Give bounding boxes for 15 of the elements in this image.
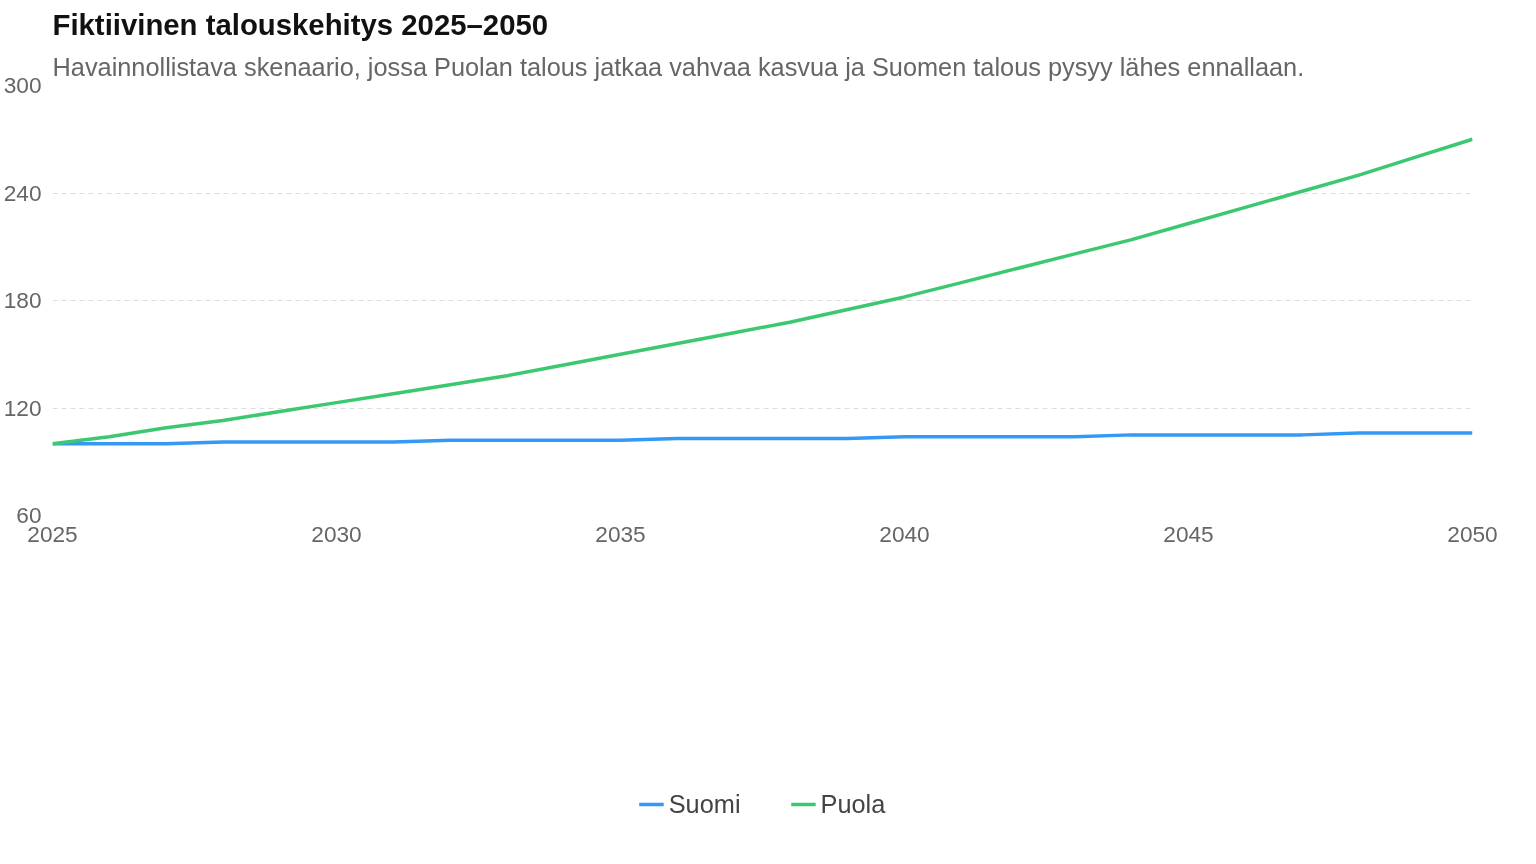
x-tick-label: 2050	[1447, 520, 1498, 547]
y-tick-label: 240	[3, 179, 42, 206]
y-tick-label: 300	[3, 72, 42, 98]
x-tick-label: 2030	[311, 520, 362, 547]
x-tick-label: 2045	[1163, 520, 1214, 547]
legend-label: Puola	[820, 789, 886, 819]
chart-title: Fiktiivinen talouskehitys 2025–2050	[52, 7, 549, 41]
y-tick-label: 180	[3, 287, 42, 313]
line-series	[52, 137, 1473, 446]
legend-label: Suomi	[668, 789, 741, 819]
line-series	[52, 431, 1473, 446]
y-tick-label: 120	[3, 394, 42, 421]
chart-subtitle: Havainnollistava skenaario, jossa Puolan talous jatkaa vahvaa kasvua ja Suomen talous pysyy lähes ennallaan.	[52, 52, 1305, 81]
x-tick-label: 2040	[879, 520, 930, 547]
x-tick-label: 2035	[595, 520, 646, 547]
